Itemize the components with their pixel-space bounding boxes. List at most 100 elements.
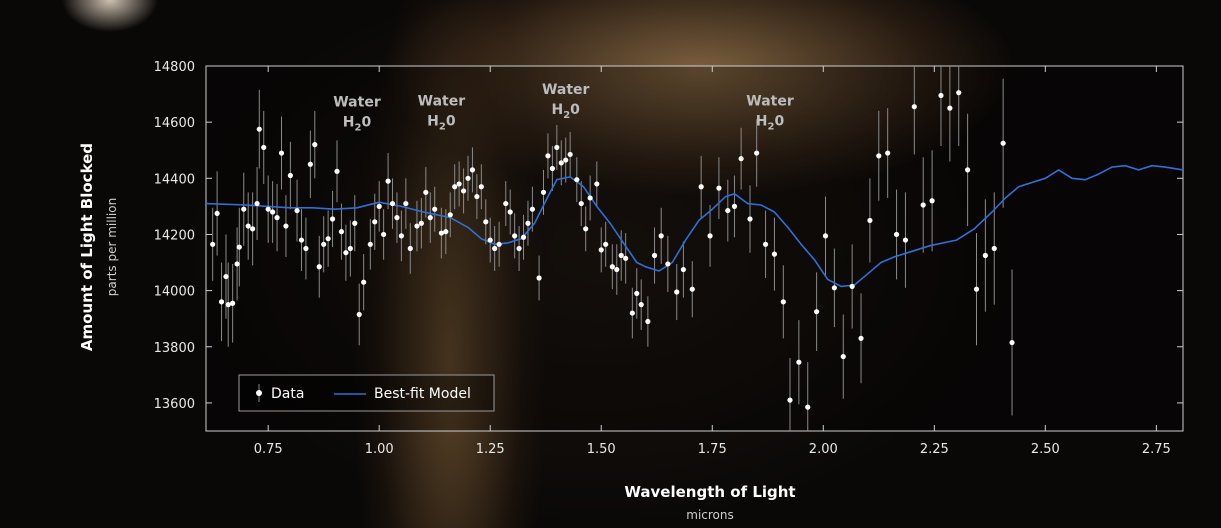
- data-point: [965, 167, 971, 173]
- plot-area: [205, 65, 1184, 432]
- data-point: [398, 233, 404, 239]
- data-point: [822, 233, 829, 239]
- data-point: [385, 178, 391, 184]
- data-point: [298, 237, 305, 243]
- data-point: [460, 188, 467, 194]
- data-point: [469, 167, 476, 173]
- data-point: [403, 200, 409, 207]
- data-point: [483, 219, 489, 225]
- data-point: [261, 144, 267, 151]
- data-point: [787, 397, 793, 403]
- data-point: [731, 203, 738, 209]
- data-point: [651, 252, 658, 259]
- data-point: [594, 181, 600, 187]
- data-point: [474, 193, 480, 200]
- data-point: [478, 184, 484, 190]
- data-point: [321, 241, 327, 247]
- data-point: [334, 168, 340, 174]
- data-point: [250, 226, 256, 232]
- data-point: [554, 144, 560, 151]
- data-point: [902, 237, 909, 243]
- data-point: [347, 245, 353, 252]
- data-point: [414, 223, 420, 229]
- data-point: [1000, 140, 1006, 146]
- annotation-h2o: H20: [551, 102, 580, 121]
- data-point: [230, 300, 236, 306]
- data-point: [245, 223, 251, 229]
- annotation-h2o: H20: [756, 113, 785, 132]
- data-point: [796, 359, 802, 365]
- data-point: [443, 229, 449, 235]
- data-point: [725, 207, 731, 214]
- data-point: [645, 318, 651, 325]
- data-point: [270, 209, 276, 215]
- data-point: [520, 234, 527, 240]
- annotation-h2o: H20: [427, 113, 456, 132]
- data-point: [352, 220, 358, 226]
- y-tick-label: 13800: [154, 341, 195, 356]
- data-point: [256, 126, 262, 132]
- data-point: [623, 255, 629, 261]
- data-point: [234, 261, 240, 267]
- x-tick-label: 2.00: [809, 442, 838, 457]
- x-axis-subtitle: microns: [686, 508, 734, 522]
- data-point: [516, 245, 522, 252]
- y-axis-title: Amount of Light Blocked: [78, 143, 96, 351]
- water-annotations: Water H20 Water H20 Water H20 Water H20: [333, 82, 794, 134]
- data-point: [456, 181, 462, 187]
- axis-ticks: 0.75 1.00 1.25 1.50 1.75 2.00 2.25 2.50 2.75 1360…: [154, 60, 1183, 457]
- data-point: [956, 90, 962, 96]
- y-tick-label: 13600: [154, 397, 195, 412]
- data-point: [911, 104, 917, 110]
- data-point: [680, 266, 686, 273]
- data-point: [536, 275, 542, 281]
- data-point: [389, 200, 396, 207]
- x-tick-label: 1.00: [365, 442, 394, 457]
- data-point: [540, 189, 547, 195]
- data-point: [529, 206, 536, 212]
- x-tick-label: 1.75: [698, 442, 727, 457]
- data-point: [982, 252, 988, 259]
- data-point: [831, 285, 837, 291]
- data-point: [876, 153, 882, 159]
- data-point: [840, 353, 846, 360]
- data-point: [496, 241, 502, 247]
- data-point: [885, 150, 891, 156]
- data-point: [407, 245, 413, 252]
- y-tick-label: 14400: [154, 172, 195, 187]
- data-point: [1009, 339, 1015, 346]
- x-axis-title: Wavelength of Light: [624, 483, 795, 501]
- data-point: [638, 302, 644, 308]
- data-point: [418, 220, 424, 226]
- annotation-water: Water: [333, 95, 381, 111]
- data-point: [236, 244, 242, 250]
- data-point: [525, 220, 531, 226]
- x-tick-label: 0.75: [254, 442, 283, 457]
- data-point: [423, 189, 429, 195]
- data-point: [920, 202, 926, 208]
- data-point: [492, 245, 498, 252]
- data-point: [973, 286, 980, 292]
- data-point: [287, 172, 293, 179]
- data-point: [254, 200, 260, 207]
- legend-model-label: Best-fit Model: [374, 386, 471, 402]
- data-point: [356, 311, 362, 318]
- data-point: [329, 216, 336, 222]
- data-point: [241, 206, 247, 212]
- data-point: [218, 299, 225, 305]
- data-point: [503, 200, 509, 207]
- data-point: [754, 150, 760, 156]
- data-point: [716, 185, 722, 191]
- data-point: [938, 92, 944, 99]
- y-axis-subtitle: parts per million: [105, 198, 119, 296]
- data-point: [283, 223, 289, 229]
- data-point: [549, 165, 555, 172]
- data-point: [338, 229, 345, 235]
- data-point: [598, 247, 604, 253]
- data-point: [947, 105, 953, 111]
- data-point: [361, 279, 367, 285]
- data-point: [294, 207, 300, 214]
- data-point: [771, 251, 778, 257]
- data-point: [214, 210, 220, 217]
- model-line-group: [205, 164, 1184, 288]
